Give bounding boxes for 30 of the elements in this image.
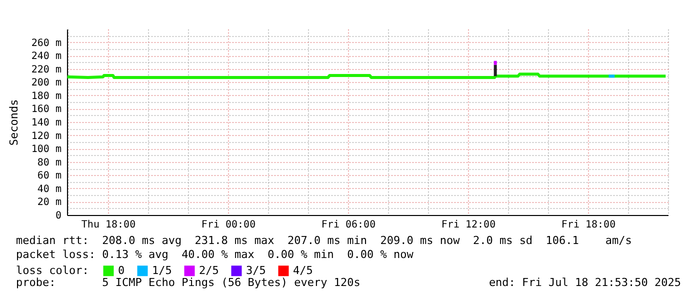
y-tick-label: 20 m xyxy=(37,197,62,208)
legend-label: 4/5 xyxy=(293,264,313,277)
y-tick-label: 80 m xyxy=(37,157,62,168)
legend-label: 0 xyxy=(118,264,125,277)
text: probe: 5 ICMP Echo Pings (56 Bytes) every 120s xyxy=(16,276,360,289)
legend-label: 2/5 xyxy=(199,264,219,277)
y-tick-label: 240 m xyxy=(31,51,62,62)
y-tick-label: 120 m xyxy=(31,130,62,142)
y-axis-title: Seconds xyxy=(7,99,20,146)
y-tick-label: 260 m xyxy=(31,38,62,49)
x-tick-label: Thu 18:00 xyxy=(81,220,136,230)
x-tick-label: Fri 06:00 xyxy=(321,220,376,230)
x-tick-label: Fri 00:00 xyxy=(201,220,256,230)
y-tick-label: 40 m xyxy=(37,184,62,195)
x-tick-label: Fri 18:00 xyxy=(561,220,616,230)
y-tick-label: 220 m xyxy=(31,64,62,76)
y-tick-label: 60 m xyxy=(37,170,62,182)
y-tick-label: 140 m xyxy=(31,118,62,128)
text: median rtt: 208.0 ms avg 231.8 ms max 207.0 ms min 209.0 ms now 2.0 ms sd 106.1 am/s xyxy=(16,234,632,247)
y-tick-label: 0 xyxy=(55,210,62,222)
legend-title: loss color: xyxy=(16,264,89,277)
legend-label: 3/5 xyxy=(246,264,266,277)
text: end: Fri Jul 18 21:53:50 2025 xyxy=(488,276,681,289)
legend-label: 1/5 xyxy=(152,264,172,277)
x-tick-label: Fri 12:00 xyxy=(441,220,496,230)
text: packet loss: 0.13 % avg 40.00 % max 0.00 % min 0.00 % now xyxy=(16,248,414,261)
y-tick-label: 160 m xyxy=(31,104,62,116)
y-tick-label: 100 m xyxy=(31,144,62,156)
y-tick-label: 180 m xyxy=(31,90,62,102)
y-tick-label: 200 m xyxy=(31,78,62,89)
